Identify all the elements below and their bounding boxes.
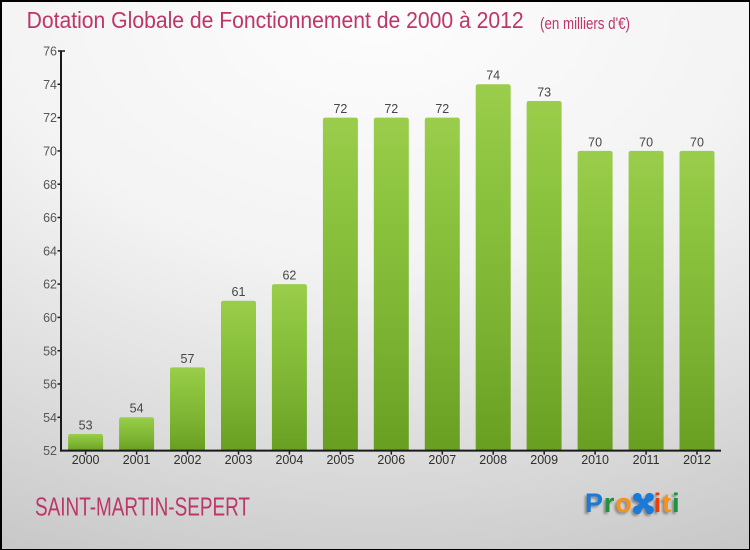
svg-text:70: 70 <box>43 145 57 159</box>
svg-text:66: 66 <box>43 211 57 225</box>
svg-text:53: 53 <box>79 418 93 432</box>
svg-text:70: 70 <box>690 135 704 149</box>
svg-text:64: 64 <box>43 244 57 258</box>
svg-text:2011: 2011 <box>633 453 660 467</box>
svg-text:74: 74 <box>43 78 57 92</box>
svg-text:62: 62 <box>282 269 296 283</box>
svg-text:72: 72 <box>43 111 57 125</box>
svg-text:68: 68 <box>43 178 57 192</box>
svg-text:2012: 2012 <box>683 453 711 467</box>
svg-text:62: 62 <box>43 278 57 292</box>
svg-text:(en milliers d'€): (en milliers d'€) <box>540 15 630 33</box>
svg-text:72: 72 <box>333 102 347 116</box>
svg-text:Dotation Globale de Fonctionne: Dotation Globale de Fonctionnement de 20… <box>27 7 524 33</box>
svg-text:74: 74 <box>486 69 500 83</box>
svg-text:76: 76 <box>43 45 57 59</box>
svg-text:2001: 2001 <box>123 453 151 467</box>
svg-text:54: 54 <box>43 411 57 425</box>
svg-text:56: 56 <box>43 378 57 392</box>
svg-text:SAINT-MARTIN-SEPERT: SAINT-MARTIN-SEPERT <box>35 494 250 522</box>
svg-text:72: 72 <box>384 102 398 116</box>
svg-text:2004: 2004 <box>275 453 303 467</box>
svg-text:2006: 2006 <box>377 453 405 467</box>
svg-text:60: 60 <box>43 311 57 325</box>
svg-text:2003: 2003 <box>225 453 253 467</box>
svg-text:2010: 2010 <box>581 453 609 467</box>
svg-text:73: 73 <box>537 85 551 99</box>
svg-text:2002: 2002 <box>174 453 202 467</box>
svg-text:72: 72 <box>435 102 449 116</box>
svg-text:70: 70 <box>588 135 602 149</box>
svg-text:2005: 2005 <box>326 453 354 467</box>
svg-text:61: 61 <box>232 285 246 299</box>
svg-text:70: 70 <box>639 135 653 149</box>
svg-text:2007: 2007 <box>428 453 456 467</box>
svg-text:2000: 2000 <box>72 453 100 467</box>
svg-text:54: 54 <box>130 402 144 416</box>
svg-text:52: 52 <box>43 444 57 458</box>
svg-text:57: 57 <box>181 352 195 366</box>
svg-text:2008: 2008 <box>479 453 507 467</box>
svg-text:58: 58 <box>43 344 57 358</box>
svg-text:2009: 2009 <box>530 453 558 467</box>
